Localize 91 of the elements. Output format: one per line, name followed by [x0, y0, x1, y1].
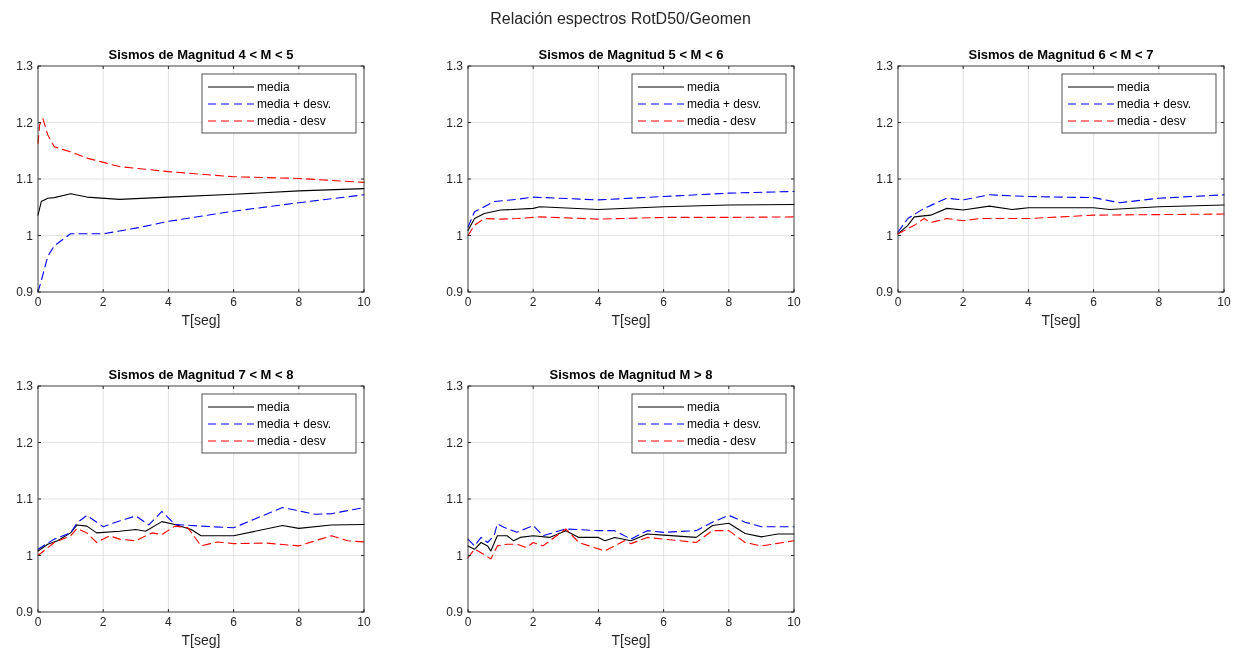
y-tick-label: 1.3 — [16, 59, 34, 73]
y-tick-label: 1.2 — [876, 115, 894, 130]
x-tick-label: 8 — [725, 615, 733, 629]
x-tick-label: 0 — [464, 615, 472, 629]
x-tick-label: 2 — [529, 295, 537, 309]
legend-label: media - desv — [687, 114, 756, 128]
line-series — [897, 194, 1225, 233]
y-tick-label: 1.2 — [16, 435, 34, 450]
line-series — [37, 118, 365, 183]
chart-title: Sismos de Magnitud 6 < M < 7 — [968, 47, 1154, 62]
x-axis-title: T[seg] — [611, 312, 651, 328]
y-tick-label: 1 — [456, 548, 464, 563]
y-tick-label: 1 — [886, 228, 894, 243]
legend-label: media — [687, 80, 721, 94]
y-tick-label: 1 — [26, 548, 34, 563]
chart-title: Sismos de Magnitud M > 8 — [549, 367, 713, 382]
line-series — [467, 203, 795, 231]
text: Relación espectros RotD50/Geomen — [490, 10, 751, 27]
y-tick-label: 0.9 — [16, 605, 34, 619]
line-series — [467, 522, 795, 552]
line-series — [467, 528, 795, 560]
x-tick-label: 4 — [165, 295, 173, 309]
x-tick-label: 0 — [34, 295, 42, 309]
x-tick-label: 8 — [295, 615, 303, 629]
x-tick-label: 4 — [595, 615, 603, 629]
y-tick-label: 1.1 — [876, 172, 894, 186]
x-tick-label: 8 — [295, 295, 303, 309]
legend-label: media + desv. — [257, 417, 332, 431]
legend-label: media - desv — [1117, 114, 1186, 128]
line-series — [467, 216, 795, 237]
line-series — [897, 204, 1225, 235]
line-series — [467, 190, 795, 228]
x-tick-label: 10 — [787, 615, 801, 629]
x-tick-label: 4 — [595, 295, 603, 309]
y-tick-label: 1.1 — [446, 172, 464, 186]
y-tick-label: 1 — [26, 228, 34, 243]
x-tick-label: 6 — [1090, 295, 1098, 309]
x-axis-title: T[seg] — [1041, 312, 1081, 328]
legend-label: media - desv — [687, 434, 756, 448]
y-tick-label: 1.3 — [446, 379, 464, 393]
legend-label: media — [1117, 80, 1151, 94]
x-tick-label: 6 — [230, 615, 238, 629]
y-tick-label: 0.9 — [446, 285, 464, 299]
x-tick-label: 6 — [660, 295, 668, 309]
x-tick-label: 10 — [357, 615, 371, 629]
x-tick-label: 8 — [725, 295, 733, 309]
x-tick-label: 2 — [959, 295, 967, 309]
x-axis-title: T[seg] — [181, 632, 221, 648]
y-tick-label: 1.2 — [446, 435, 464, 450]
chart-title: Sismos de Magnitud 7 < M < 8 — [108, 367, 294, 382]
y-tick-label: 1.2 — [446, 115, 464, 130]
y-tick-label: 1.3 — [876, 59, 894, 73]
y-tick-label: 0.9 — [16, 285, 34, 299]
y-tick-label: 1.2 — [16, 115, 34, 130]
x-tick-label: 4 — [165, 615, 173, 629]
y-tick-label: 1 — [456, 228, 464, 243]
x-tick-label: 10 — [787, 295, 801, 309]
y-tick-label: 1.1 — [16, 172, 34, 186]
x-tick-label: 0 — [34, 615, 42, 629]
x-tick-label: 8 — [1155, 295, 1163, 309]
y-tick-label: 0.9 — [876, 285, 894, 299]
x-tick-label: 0 — [894, 295, 902, 309]
legend-label: media - desv — [257, 114, 326, 128]
legend-label: media + desv. — [687, 417, 762, 431]
x-tick-label: 2 — [529, 615, 537, 629]
line-series — [467, 514, 795, 547]
legend-label: media - desv — [257, 434, 326, 448]
x-axis-title: T[seg] — [611, 632, 651, 648]
x-tick-label: 6 — [230, 295, 238, 309]
legend-label: media + desv. — [257, 97, 332, 111]
legend-label: media — [687, 400, 721, 414]
legend-label: media — [257, 80, 291, 94]
x-tick-label: 2 — [99, 615, 107, 629]
x-tick-label: 2 — [99, 295, 107, 309]
y-tick-label: 1.3 — [446, 59, 464, 73]
legend-label: media — [257, 400, 291, 414]
x-axis-title: T[seg] — [181, 312, 221, 328]
x-tick-label: 0 — [464, 295, 472, 309]
chart-title: Sismos de Magnitud 4 < M < 5 — [108, 47, 294, 62]
legend-label: media + desv. — [687, 97, 762, 111]
line-series — [897, 213, 1225, 235]
x-tick-label: 6 — [660, 615, 668, 629]
y-tick-label: 1.1 — [16, 492, 34, 506]
chart-title: Sismos de Magnitud 5 < M < 6 — [538, 47, 724, 62]
x-tick-label: 4 — [1025, 295, 1033, 309]
y-tick-label: 1.3 — [16, 379, 34, 393]
y-tick-label: 0.9 — [446, 605, 464, 619]
x-tick-label: 10 — [1217, 295, 1231, 309]
legend-label: media + desv. — [1117, 97, 1192, 111]
y-tick-label: 1.1 — [446, 492, 464, 506]
x-tick-label: 10 — [357, 295, 371, 309]
